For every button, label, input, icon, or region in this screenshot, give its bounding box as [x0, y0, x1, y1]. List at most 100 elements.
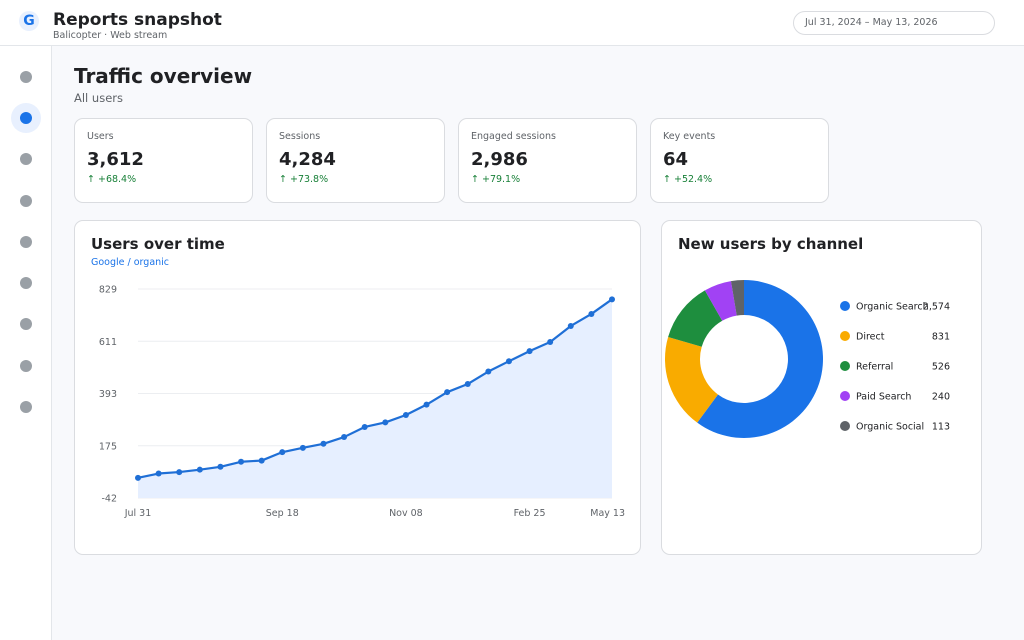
legend-swatch — [840, 361, 850, 371]
legend-value: 113 — [932, 422, 950, 433]
reports-icon — [20, 112, 32, 124]
data-point — [258, 457, 265, 464]
x-tick-label: May 13 — [590, 508, 625, 519]
donut-slice — [665, 337, 718, 423]
legend-value: 2,574 — [923, 302, 950, 313]
data-point — [567, 322, 574, 329]
data-point — [176, 469, 183, 476]
y-tick-label: 175 — [99, 441, 117, 452]
x-tick-label: Feb 25 — [514, 508, 546, 519]
sidebar-item-monetization[interactable] — [11, 309, 41, 339]
new-users-by-channel-card: New users by channel Organic Search 2,574… — [661, 220, 982, 555]
sidebar-item-advertising[interactable] — [11, 186, 41, 216]
y-tick-label: 611 — [99, 337, 117, 348]
data-point — [464, 381, 471, 388]
app-title: Reports snapshot — [53, 10, 222, 30]
home-icon — [20, 71, 32, 83]
kpi-card-engaged-sessions[interactable]: Engaged sessions 2,986 ↑ +79.1% — [458, 118, 637, 203]
data-point — [361, 423, 368, 430]
kpi-delta: ↑ +68.4% — [87, 174, 137, 185]
monetization-icon — [20, 318, 32, 330]
sidebar-nav — [0, 46, 52, 640]
sidebar-item-explore[interactable] — [11, 144, 41, 174]
sidebar-item-audience[interactable] — [11, 227, 41, 257]
data-point — [423, 401, 430, 408]
kpi-label: Engaged sessions — [471, 131, 556, 142]
legend-label: Paid Search — [856, 392, 911, 403]
page-title: Traffic overview — [74, 64, 253, 88]
series-line — [137, 298, 613, 479]
top-bar: G Reports snapshot Balicopter · Web stre… — [0, 0, 1024, 46]
legend-label: Organic Search — [856, 302, 929, 313]
donut-slice — [704, 281, 737, 321]
data-point — [382, 419, 389, 426]
chart-filter-link[interactable]: Google / organic — [91, 257, 170, 268]
y-tick-label: -42 — [101, 494, 117, 505]
kpi-value: 2,986 — [471, 149, 528, 170]
data-point — [320, 440, 327, 447]
data-point — [526, 348, 533, 355]
kpi-label: Key events — [663, 131, 716, 142]
sidebar-item-retention[interactable] — [11, 351, 41, 381]
donut-slice — [668, 290, 723, 347]
y-tick-label: 393 — [99, 389, 117, 400]
chart-title: Users over time — [91, 235, 225, 253]
data-point — [402, 411, 409, 418]
data-point — [299, 444, 306, 451]
data-point — [505, 358, 512, 365]
data-point — [196, 466, 203, 473]
retention-icon — [20, 360, 32, 372]
legend-label: Direct — [856, 332, 885, 343]
x-tick-label: Nov 08 — [389, 508, 423, 519]
property-name[interactable]: Balicopter · Web stream — [53, 30, 168, 41]
data-point — [547, 339, 554, 346]
data-point — [238, 458, 245, 465]
data-point — [609, 296, 615, 303]
area-fill — [138, 299, 612, 498]
audience-filter[interactable]: All users — [74, 91, 123, 105]
legend-swatch — [840, 331, 850, 341]
kpi-delta: ↑ +73.8% — [279, 174, 329, 185]
users-over-time-card: Users over time Google / organic 829 611 3… — [74, 220, 641, 555]
data-point — [155, 470, 162, 477]
sidebar-item-reports[interactable] — [11, 103, 41, 133]
legend-value: 526 — [932, 362, 950, 373]
sidebar-item-engagement[interactable] — [11, 268, 41, 298]
kpi-value: 64 — [663, 149, 689, 170]
app-logo[interactable]: G — [19, 11, 39, 31]
kpi-label: Sessions — [279, 131, 321, 142]
settings-icon — [20, 401, 32, 413]
kpi-delta: ↑ +79.1% — [471, 174, 521, 185]
kpi-value: 4,284 — [279, 149, 336, 170]
donut-slice — [730, 280, 744, 316]
kpi-card-sessions[interactable]: Sessions 4,284 ↑ +73.8% — [266, 118, 445, 203]
sidebar-item-settings[interactable] — [11, 392, 41, 422]
kpi-card-users[interactable]: Users 3,612 ↑ +68.4% — [74, 118, 253, 203]
engagement-icon — [20, 277, 32, 289]
donut-slice — [697, 280, 823, 438]
legend-swatch — [840, 421, 850, 431]
sidebar-item-home[interactable] — [11, 62, 41, 92]
legend-value: 240 — [932, 392, 950, 403]
data-point — [217, 463, 224, 470]
legend-value: 831 — [932, 332, 950, 343]
chart-title: New users by channel — [678, 235, 864, 253]
kpi-card-key-events[interactable]: Key events 64 ↑ +52.4% — [650, 118, 829, 203]
y-tick-label: 829 — [99, 285, 117, 296]
x-tick-label: Sep 18 — [266, 508, 299, 519]
kpi-delta: ↑ +52.4% — [663, 174, 713, 185]
users-line-chart: 829 611 393 175 -42 Jul 31 Sep 18 Nov 08 Feb 25 M… — [99, 285, 625, 520]
data-point — [485, 368, 492, 375]
legend-swatch — [840, 301, 850, 311]
data-point — [444, 389, 451, 396]
explore-icon — [20, 153, 32, 165]
x-tick-label: Jul 31 — [124, 508, 152, 519]
data-point — [135, 474, 141, 481]
legend-swatch — [840, 391, 850, 401]
date-range-picker[interactable]: Jul 31, 2024 – May 13, 2026 — [793, 11, 995, 35]
kpi-label: Users — [87, 131, 114, 142]
advertising-icon — [20, 195, 32, 207]
data-point — [279, 449, 286, 456]
audience-icon — [20, 236, 32, 248]
legend-label: Referral — [856, 362, 893, 373]
